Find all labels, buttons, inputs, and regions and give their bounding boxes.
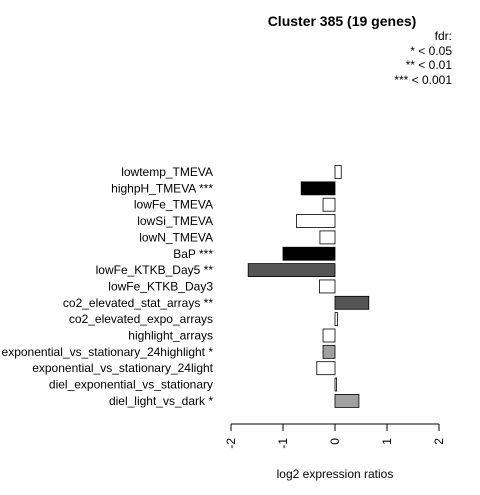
bar-5 <box>282 246 336 261</box>
x-tick-label-0: -2 <box>224 438 238 449</box>
category-label-4: lowN_TMEVA <box>139 230 213 244</box>
bar-0 <box>334 165 342 179</box>
x-tick-label-1: -1 <box>276 438 290 449</box>
x-tick-label-2: 0 <box>328 438 342 445</box>
legend-entry-2: ** < 0.01 <box>405 58 452 73</box>
x-tick-label-3: 1 <box>380 438 394 445</box>
category-label-8: co2_elevated_stat_arrays ** <box>63 296 213 310</box>
bar-1 <box>300 181 336 196</box>
category-label-12: exponential_vs_stationary_24light <box>32 361 213 375</box>
bar-2 <box>322 197 336 212</box>
bar-3 <box>296 214 336 228</box>
category-label-11: exponential_vs_stationary_24highlight * <box>2 345 214 359</box>
bar-4 <box>319 230 336 245</box>
bar-7 <box>318 279 336 294</box>
legend-title: fdr: <box>434 29 452 43</box>
category-label-10: highlight_arrays <box>128 329 213 343</box>
bar-11 <box>322 344 336 359</box>
category-label-3: lowSi_TMEVA <box>137 214 213 228</box>
fdr-legend: fdr: * < 0.05 ** < 0.01 *** < 0.001 <box>394 29 452 87</box>
bar-10 <box>322 328 336 343</box>
x-axis: -2 -1 0 1 2 <box>224 423 446 449</box>
x-axis-label: log2 expression ratios <box>277 467 394 481</box>
x-tick-label-4: 2 <box>432 438 446 445</box>
chart-title: Cluster 385 (19 genes) <box>267 13 417 29</box>
bar-13 <box>334 377 337 392</box>
bars-group <box>247 165 370 408</box>
bar-8 <box>334 295 370 310</box>
category-label-0: lowtemp_TMEVA <box>121 165 213 179</box>
category-label-1: highpH_TMEVA *** <box>111 181 213 195</box>
bar-12 <box>316 361 336 376</box>
bar-9 <box>334 312 338 327</box>
category-label-5: BaP *** <box>173 247 213 261</box>
category-label-14: diel_light_vs_dark * <box>109 394 213 408</box>
bar-6 <box>247 263 336 278</box>
category-labels-group: lowtemp_TMEVA highpH_TMEVA *** lowFe_TMEVA… <box>2 165 214 408</box>
category-label-13: diel_exponential_vs_stationary <box>49 378 213 392</box>
legend-entry-3: *** < 0.001 <box>394 72 452 87</box>
legend-entry-1: * < 0.05 <box>410 43 452 58</box>
category-label-7: lowFe_KTKB_Day3 <box>108 279 213 293</box>
category-label-6: lowFe_KTKB_Day5 ** <box>96 263 214 277</box>
category-label-9: co2_elevated_expo_arrays <box>69 312 213 326</box>
bar-14 <box>334 393 360 408</box>
category-label-2: lowFe_TMEVA <box>134 198 213 212</box>
